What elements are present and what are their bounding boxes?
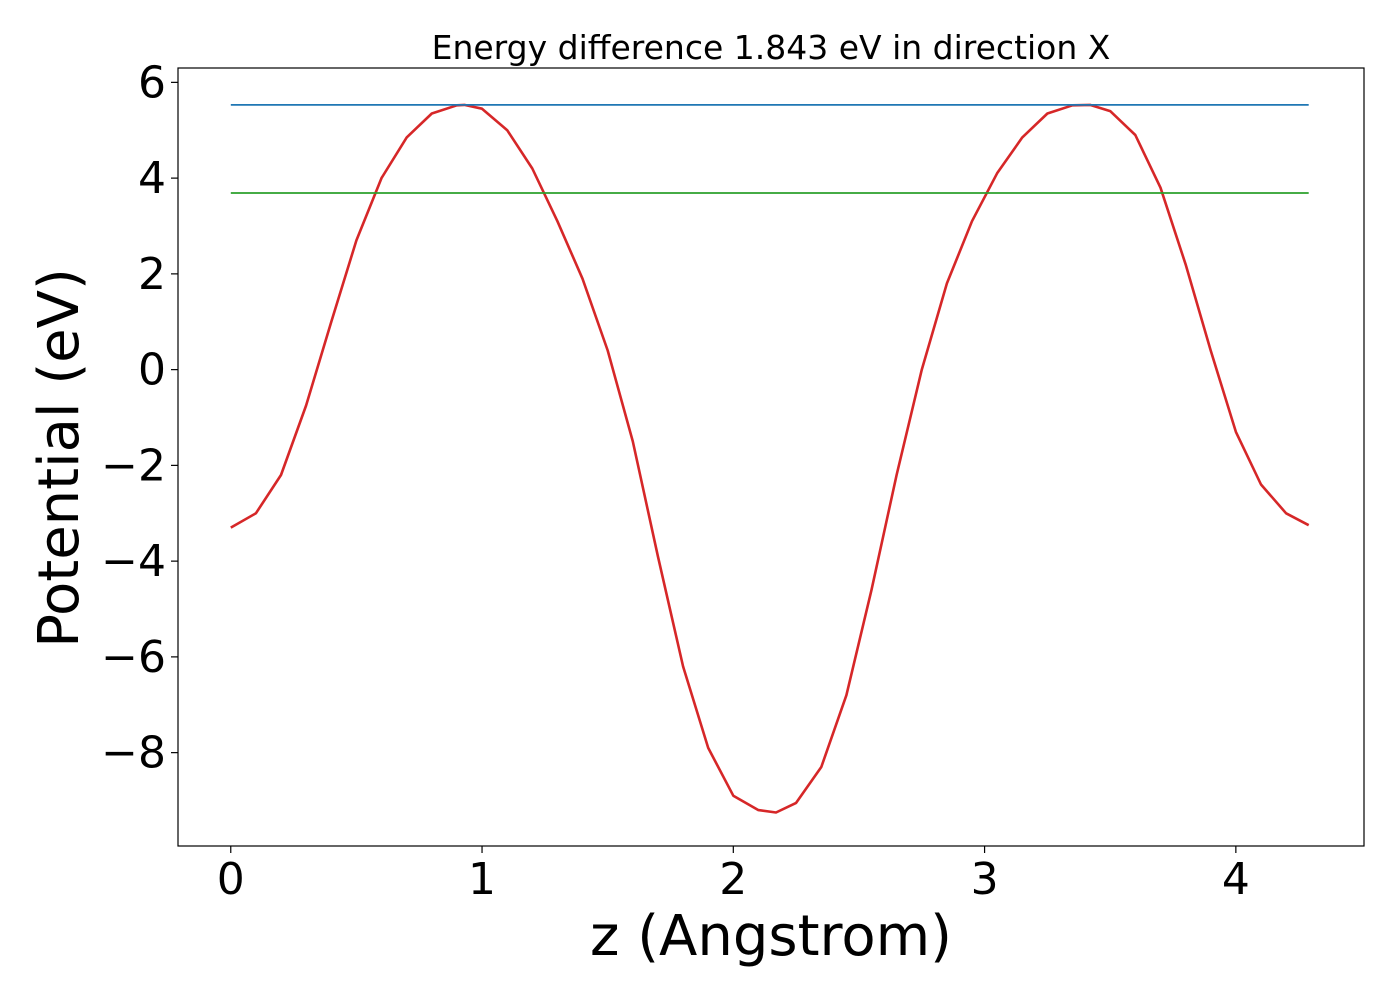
- y-axis-label: Potential (eV): [27, 268, 92, 648]
- y-tick-label: 2: [138, 249, 166, 300]
- x-tick-label: 4: [1222, 854, 1250, 905]
- y-tick-label: −6: [101, 632, 166, 683]
- plot-frame: [177, 67, 1365, 847]
- potential-curve: [230, 103, 1310, 814]
- y-tick-label: −4: [101, 536, 166, 587]
- y-tick-label: −8: [101, 728, 166, 779]
- chart-title: Energy difference 1.843 eV in direction …: [432, 28, 1111, 67]
- x-tick-label: 0: [217, 854, 245, 905]
- y-tick-label: −2: [101, 440, 166, 491]
- y-tick-label: 4: [138, 153, 166, 204]
- y-tick-label: 6: [138, 57, 166, 108]
- y-tick-label: 0: [138, 345, 166, 396]
- x-axis-label: z (Angstrom): [590, 904, 952, 969]
- axis-ticks: 0 1 2 3 4 6 4 2 0 −2 −4 −6 −8: [101, 57, 1250, 905]
- x-tick-label: 2: [719, 854, 747, 905]
- x-tick-label: 3: [971, 854, 999, 905]
- plot-lines: [230, 103, 1310, 814]
- x-tick-label: 1: [468, 854, 496, 905]
